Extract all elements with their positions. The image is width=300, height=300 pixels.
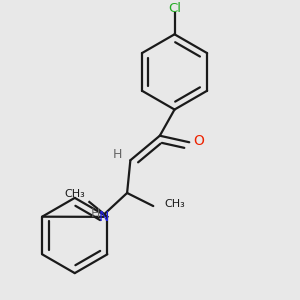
Text: CH₃: CH₃ [65, 189, 85, 199]
Text: H: H [90, 207, 100, 220]
Text: CH₃: CH₃ [165, 200, 185, 209]
Text: H: H [112, 148, 122, 161]
Text: O: O [194, 134, 205, 148]
Text: N: N [98, 210, 109, 224]
Text: Cl: Cl [168, 2, 181, 15]
